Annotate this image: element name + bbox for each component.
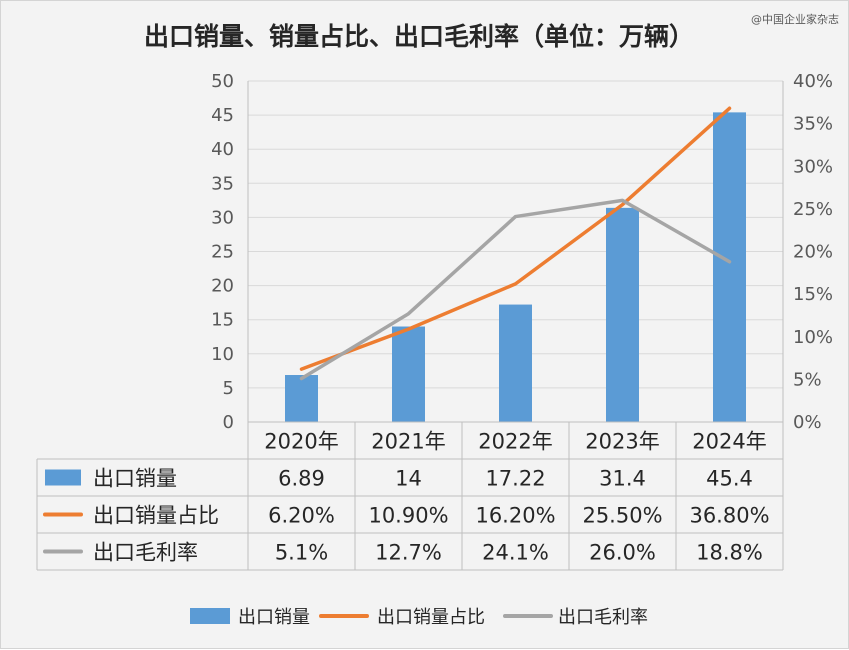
data-label: 14 (395, 467, 422, 491)
data-label: 17.22 (485, 467, 545, 491)
bar (606, 207, 639, 422)
bar (285, 375, 318, 422)
watermark: @中国企业家杂志 (751, 12, 839, 26)
right-tick-label: 0% (793, 412, 822, 433)
right-tick-label: 20% (793, 242, 833, 263)
bar (499, 304, 532, 422)
category-label: 2024年 (692, 430, 766, 454)
data-label: 10.90% (368, 504, 448, 528)
table-key-bar (45, 469, 81, 486)
data-label: 18.8% (696, 541, 763, 565)
line-series (299, 106, 732, 381)
left-tick-label: 30 (211, 207, 234, 228)
left-tick-label: 25 (211, 242, 234, 263)
legend-label: 出口销量占比 (377, 607, 485, 628)
right-tick-label: 15% (793, 284, 833, 305)
left-axis-ticks: 0 5 10 15 20 25 30 35 40 45 50 (211, 71, 234, 433)
category-label: 2020年 (264, 430, 338, 454)
bar (713, 112, 746, 422)
left-tick-label: 50 (211, 71, 234, 92)
table-series-name: 出口销量 (93, 467, 177, 491)
line-series-2 (299, 198, 732, 381)
left-tick-label: 35 (211, 173, 234, 194)
left-tick-label: 0 (223, 412, 234, 433)
data-label: 36.80% (689, 504, 769, 528)
data-label: 45.4 (706, 467, 753, 491)
bar-series (285, 112, 746, 422)
data-label: 12.7% (375, 541, 442, 565)
bar (392, 326, 425, 422)
data-label: 6.20% (268, 504, 335, 528)
category-label: 2021年 (371, 430, 445, 454)
category-label: 2023年 (585, 430, 659, 454)
table-series-name: 出口毛利率 (93, 541, 198, 565)
right-tick-label: 5% (793, 369, 822, 390)
right-axis-ticks: 0% 5% 10% 15% 20% 25% 30% 35% 40% (793, 71, 833, 433)
left-tick-label: 45 (211, 105, 234, 126)
line-series-1 (299, 106, 732, 371)
chart-title: 出口销量、销量占比、出口毛利率（单位：万辆） (144, 22, 694, 51)
right-tick-label: 25% (793, 199, 833, 220)
data-label: 24.1% (482, 541, 549, 565)
legend-label: 出口销量 (238, 607, 310, 628)
legend: 出口销量 出口销量占比 出口毛利率 (190, 607, 648, 628)
left-tick-label: 15 (211, 310, 234, 331)
left-tick-label: 40 (211, 139, 234, 160)
left-tick-label: 5 (223, 378, 234, 399)
table-series-name: 出口销量占比 (93, 504, 219, 528)
right-tick-label: 30% (793, 156, 833, 177)
right-tick-label: 35% (793, 114, 833, 135)
right-tick-label: 40% (793, 71, 833, 92)
data-label: 6.89 (278, 467, 325, 491)
data-label: 31.4 (599, 467, 646, 491)
data-label: 26.0% (589, 541, 656, 565)
left-tick-label: 10 (211, 344, 234, 365)
legend-key-bar (190, 608, 230, 624)
category-label: 2022年 (478, 430, 552, 454)
data-label: 25.50% (582, 504, 662, 528)
data-label: 5.1% (275, 541, 328, 565)
legend-label: 出口毛利率 (558, 607, 648, 628)
left-tick-label: 20 (211, 276, 234, 297)
data-label: 16.20% (475, 504, 555, 528)
right-tick-label: 10% (793, 327, 833, 348)
